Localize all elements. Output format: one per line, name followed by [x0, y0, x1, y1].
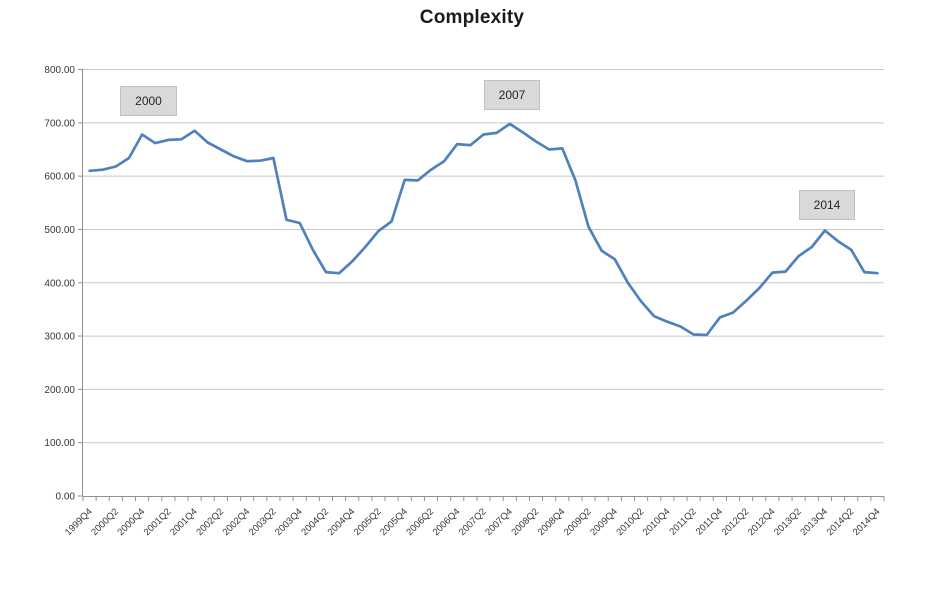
x-tick-label: 2006Q4 [431, 506, 463, 538]
x-tick-label: 2005Q4 [378, 506, 410, 538]
annotation-label-2014: 2014 [799, 190, 855, 220]
x-tick-label: 2012Q2 [720, 506, 752, 538]
x-tick-label: 2008Q2 [509, 506, 541, 538]
x-tick-label: 1999Q4 [63, 506, 95, 538]
y-tick-label: 100.00 [44, 438, 75, 449]
annotation-text: 2007 [498, 88, 526, 102]
annotation-text: 2014 [813, 198, 841, 212]
chart-title: Complexity [419, 7, 525, 28]
x-tick-label: 2014Q2 [825, 506, 857, 538]
x-tick-label: 2000Q4 [116, 506, 148, 538]
x-tick-label: 2014Q4 [851, 506, 883, 538]
y-tick-label: 500.00 [44, 225, 75, 236]
x-tick-label: 2007Q2 [457, 506, 489, 538]
x-tick-label: 2003Q4 [273, 506, 305, 538]
y-tick-label: 700.00 [44, 118, 75, 129]
x-tick-label: 2005Q2 [352, 506, 384, 538]
x-tick-label: 2009Q4 [588, 506, 620, 538]
x-tick-label: 2002Q2 [194, 506, 226, 538]
x-tick-label: 2001Q4 [168, 506, 200, 538]
x-tick-label: 2009Q2 [562, 506, 594, 538]
x-tick-label: 2010Q2 [615, 506, 647, 538]
x-tick-label: 2001Q2 [142, 506, 174, 538]
x-tick-label: 2008Q4 [536, 506, 568, 538]
y-tick-label: 200.00 [44, 385, 75, 396]
x-tick-label: 2004Q4 [326, 506, 358, 538]
annotation-label-2007: 2007 [484, 80, 540, 110]
x-tick-label: 2011Q2 [668, 506, 699, 537]
x-tick-label: 2010Q4 [641, 506, 673, 538]
annotation-label-2000: 2000 [120, 86, 177, 116]
x-tick-label: 2000Q2 [89, 506, 121, 538]
x-tick-label: 2004Q2 [299, 506, 331, 538]
annotation-text: 2000 [135, 94, 162, 108]
y-tick-label: 800.00 [44, 65, 75, 76]
x-tick-label: 2006Q2 [404, 506, 436, 538]
y-tick-label: 0.00 [56, 492, 76, 503]
x-tick-label: 2013Q2 [772, 506, 804, 538]
x-tick-label: 2007Q4 [483, 506, 515, 538]
y-tick-label: 400.00 [44, 278, 75, 289]
x-tick-label: 2003Q2 [247, 506, 279, 538]
y-tick-label: 300.00 [44, 332, 75, 343]
x-tick-label: 2013Q4 [798, 506, 830, 538]
series-line-complexity [88, 122, 879, 337]
x-tick-label: 2011Q4 [694, 506, 725, 537]
x-tick-label: 2012Q4 [746, 506, 778, 538]
y-tick-label: 600.00 [44, 172, 75, 183]
x-tick-label: 2002Q4 [221, 506, 253, 538]
